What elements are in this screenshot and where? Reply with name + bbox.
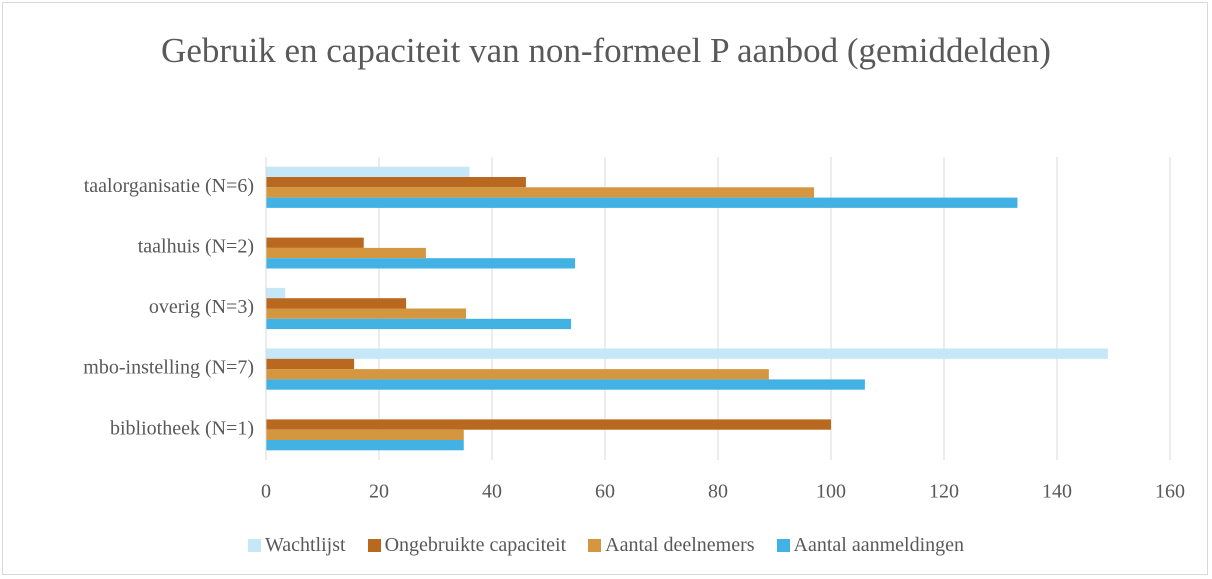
bar bbox=[266, 298, 407, 309]
legend: Wachtlijst Ongebruikte capaciteit Aantal d… bbox=[0, 534, 1212, 557]
bar bbox=[266, 358, 355, 370]
y-tick-label: mbo-instelling (N=7) bbox=[83, 357, 254, 379]
bar bbox=[266, 348, 1108, 359]
bar bbox=[266, 308, 467, 319]
x-tick-label: 60 bbox=[595, 481, 615, 503]
legend-swatch bbox=[367, 539, 381, 552]
x-tick-label: 20 bbox=[369, 481, 389, 503]
legend-label: Aantal deelnemers bbox=[605, 534, 755, 556]
legend-item: Wachtlijst bbox=[247, 534, 346, 557]
bar bbox=[266, 166, 470, 177]
x-tick-label: 80 bbox=[708, 481, 728, 503]
bar bbox=[266, 247, 426, 259]
x-tick-label: 140 bbox=[1042, 481, 1072, 503]
y-tick-label: taalorganisatie (N=6) bbox=[84, 175, 254, 197]
y-tick-label: overig (N=3) bbox=[149, 296, 254, 318]
x-tick-label: 100 bbox=[816, 481, 846, 503]
x-tick-label: 160 bbox=[1155, 481, 1185, 503]
x-tick-label: 0 bbox=[261, 481, 271, 503]
legend-label: Ongebruikte capaciteit bbox=[384, 534, 567, 556]
bar bbox=[266, 258, 576, 269]
bar bbox=[266, 287, 286, 299]
bar bbox=[266, 318, 572, 330]
legend-label: Wachtlijst bbox=[264, 534, 346, 556]
bar bbox=[266, 419, 831, 430]
x-tick-label: 40 bbox=[482, 481, 502, 503]
y-tick-label: taalhuis (N=2) bbox=[138, 235, 254, 257]
x-tick-label: 120 bbox=[929, 481, 959, 503]
bar bbox=[266, 379, 865, 390]
y-tick-label: bibliotheek (N=1) bbox=[110, 417, 254, 439]
bar bbox=[266, 187, 815, 198]
legend-item: Aantal deelnemers bbox=[588, 534, 755, 557]
legend-item: Aantal aanmeldingen bbox=[776, 534, 965, 557]
legend-swatch bbox=[247, 539, 261, 552]
bar bbox=[266, 197, 1018, 208]
legend-swatch bbox=[776, 539, 790, 552]
legend-label: Aantal aanmeldingen bbox=[793, 534, 965, 556]
bar bbox=[266, 429, 464, 440]
bar bbox=[266, 369, 769, 380]
bar bbox=[266, 177, 526, 188]
bar bbox=[266, 237, 364, 248]
bar bbox=[266, 440, 464, 451]
legend-swatch bbox=[588, 539, 602, 552]
legend-item: Ongebruikte capaciteit bbox=[367, 534, 567, 557]
chart-title: Gebruik en capaciteit van non-formeel P … bbox=[161, 31, 1051, 70]
